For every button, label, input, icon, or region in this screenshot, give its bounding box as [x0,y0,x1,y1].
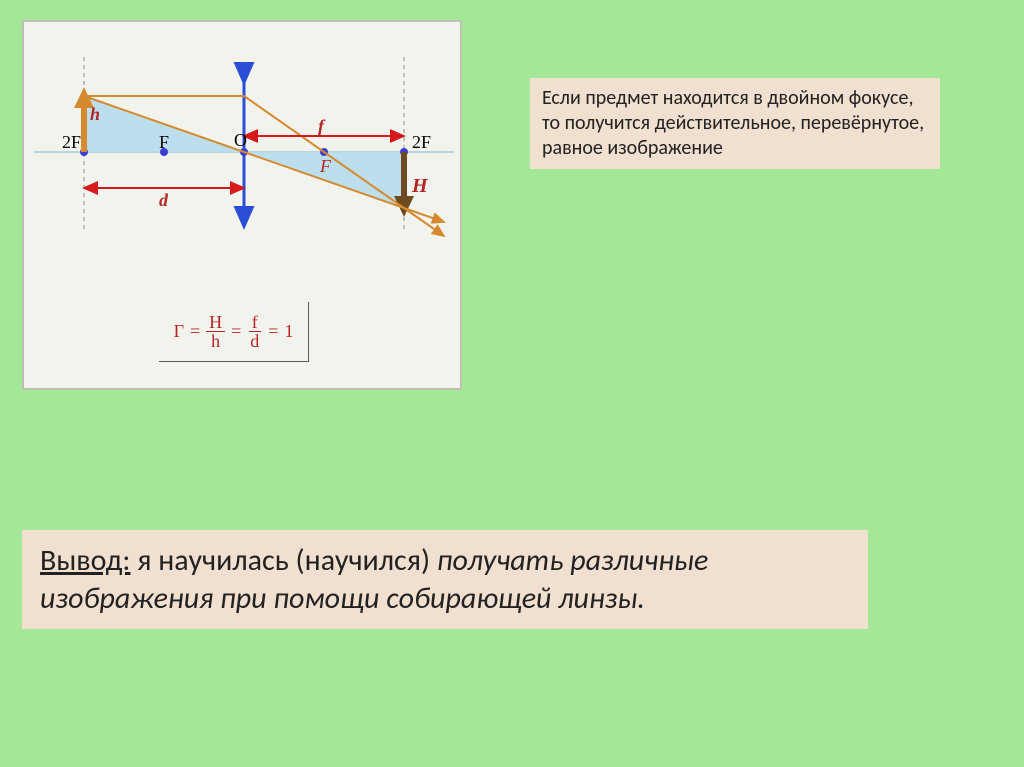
label-2F-right: 2F [412,132,431,152]
diagram-panel: 2F F O F 2F h H f d Г = H h = f d = 1 [22,20,462,390]
label-H: H [411,175,429,197]
formula-gamma: Г [174,321,184,342]
caption-box: Если предмет находится в двойном фокусе,… [530,78,940,169]
label-f: f [318,116,326,136]
conclusion-box: Вывод: я научилась (научился) получать р… [22,530,868,629]
formula-one: 1 [284,321,293,342]
label-d: d [159,190,169,210]
frac-f: f [249,313,261,332]
formula-box: Г = H h = f d = 1 [159,302,309,362]
label-F-left: F [159,132,169,152]
lens-diagram: 2F F O F 2F h H f d [34,32,454,252]
formula-eq3: = [268,321,278,342]
label-O: O [234,130,247,150]
frac-fd: f d [247,313,262,350]
frac-Hh: H h [206,313,225,350]
conclusion-plain: я научилась (научился) [130,542,436,579]
label-2F-left: 2F [62,132,81,152]
formula-eq1: = [190,321,200,342]
frac-H: H [206,313,225,332]
formula-eq2: = [231,321,241,342]
frac-d: d [247,332,262,350]
frac-h: h [208,332,223,350]
magnification-formula: Г = H h = f d = 1 [174,313,294,350]
caption-text: Если предмет находится в двойном фокусе,… [542,86,924,160]
label-h: h [90,104,100,124]
conclusion-lead: Вывод: [40,542,130,579]
label-F-right: F [319,156,332,176]
